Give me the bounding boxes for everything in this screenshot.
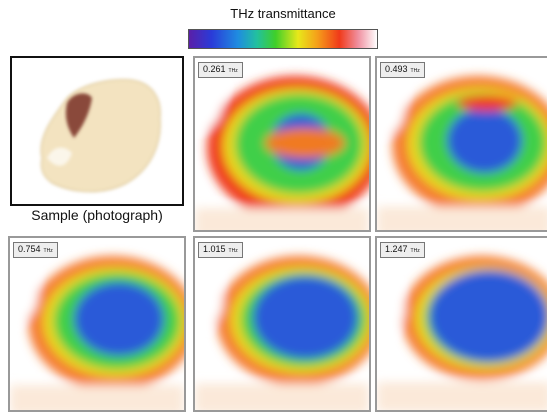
photo-image <box>12 58 182 204</box>
frequency: 1.247 <box>385 244 408 254</box>
frequency: 0.261 <box>203 64 226 74</box>
sample-photo <box>10 56 184 206</box>
panel-image <box>10 238 184 410</box>
photo-caption: Sample (photograph) <box>4 207 190 223</box>
panel-image <box>195 238 369 410</box>
unit: THz <box>229 248 238 254</box>
frequency: 0.754 <box>18 244 41 254</box>
unit: THz <box>44 248 53 254</box>
frequency: 0.493 <box>385 64 408 74</box>
unit: THz <box>229 68 238 74</box>
panel-image <box>195 58 369 230</box>
unit: THz <box>411 248 420 254</box>
figure: {"colorbar_title": "THz transmittance", … <box>0 0 547 407</box>
colorbar-title: THz transmittance <box>188 6 378 21</box>
unit: THz <box>411 68 420 74</box>
panel-image <box>377 58 547 230</box>
colorbar <box>188 29 378 49</box>
panel-image <box>377 238 547 410</box>
frequency: 1.015 <box>203 244 226 254</box>
